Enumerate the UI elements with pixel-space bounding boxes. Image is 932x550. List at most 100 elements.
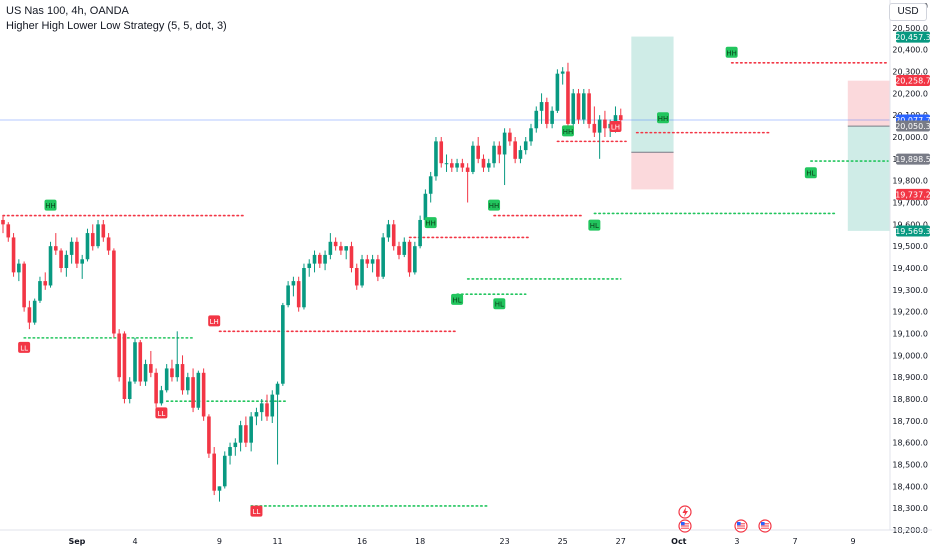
candle-body[interactable] [613,115,618,124]
candle-body[interactable] [571,93,576,124]
candle-body[interactable] [471,145,475,172]
candle-body[interactable] [85,233,90,260]
candle-body[interactable] [534,110,539,129]
candle-body[interactable] [244,425,248,443]
position-loss-zone[interactable] [631,152,674,190]
candle-body[interactable] [529,128,533,142]
candle-body[interactable] [233,442,238,448]
candle-body[interactable] [17,263,21,273]
candle-body[interactable] [101,224,106,238]
candle-body[interactable] [402,241,407,255]
candle-body[interactable] [11,237,16,273]
candle-body[interactable] [149,364,153,373]
candle-body[interactable] [254,412,259,417]
candle-body[interactable] [587,93,591,124]
candle-body[interactable] [281,305,285,384]
candle-body[interactable] [376,259,380,277]
candle-body[interactable] [212,453,216,491]
candle-body[interactable] [365,259,370,264]
candle-body[interactable] [302,268,306,308]
candle-body[interactable] [439,141,444,164]
candle-body[interactable] [386,224,391,238]
candle-body[interactable] [450,163,454,168]
candle-body[interactable] [555,73,560,111]
candle-body[interactable] [333,241,338,247]
candle-body[interactable] [59,250,63,268]
candle-body[interactable] [360,259,364,286]
candle-body[interactable] [434,141,438,177]
candle-body[interactable] [64,254,69,268]
candle-body[interactable] [497,145,502,155]
candle-body[interactable] [455,163,459,168]
candle-body[interactable] [122,333,127,400]
candle-body[interactable] [112,250,116,334]
candle-body[interactable] [545,102,549,124]
candle-body[interactable] [75,241,79,264]
candle-body[interactable] [428,176,433,194]
candle-body[interactable] [476,145,480,159]
candle-body[interactable] [48,246,53,286]
candle-body[interactable] [397,246,401,255]
candle-body[interactable] [381,237,385,277]
candle-body[interactable] [296,281,301,308]
candle-body[interactable] [444,163,449,165]
candle-body[interactable] [106,237,111,251]
candle-body[interactable] [307,263,312,268]
position-profit-zone[interactable] [631,36,674,153]
candle-body[interactable] [22,263,26,308]
candle-body[interactable] [138,342,143,382]
candle-body[interactable] [117,333,121,378]
candle-body[interactable] [143,364,148,382]
candle-body[interactable] [597,119,602,133]
candle-body[interactable] [618,115,623,121]
candle-body[interactable] [560,71,565,74]
candle-body[interactable] [523,141,528,151]
candle-body[interactable] [407,241,412,273]
symbol-title[interactable]: US Nas 100, 4h, OANDA [6,5,129,17]
candle-body[interactable] [96,224,100,247]
candle-body[interactable] [43,281,48,286]
us-flag-icon[interactable] [758,519,772,533]
candle-body[interactable] [518,150,523,159]
candle-body[interactable] [592,123,597,133]
candle-body[interactable] [259,403,264,413]
candle-body[interactable] [249,416,253,443]
candle-body[interactable] [69,241,74,255]
price-axis[interactable] [890,0,932,550]
candle-body[interactable] [228,447,232,456]
candle-body[interactable] [582,93,586,120]
lightning-icon[interactable] [678,505,692,519]
candle-body[interactable] [38,281,42,301]
candle-body[interactable] [222,455,227,487]
candle-body[interactable] [566,71,570,124]
candle-body[interactable] [465,167,470,172]
candle-body[interactable] [391,224,396,247]
candle-body[interactable] [413,246,417,273]
candle-body[interactable] [354,268,359,286]
candle-body[interactable] [550,110,554,124]
candle-body[interactable] [344,246,348,251]
candle-body[interactable] [423,193,428,220]
candle-body[interactable] [133,342,137,382]
candle-body[interactable] [217,486,222,491]
candle-body[interactable] [175,364,180,378]
candle-body[interactable] [323,254,327,264]
candle-body[interactable] [349,246,354,268]
candle-body[interactable] [286,285,290,306]
candle-body[interactable] [460,163,465,168]
candle-body[interactable] [180,364,185,391]
candle-body[interactable] [508,132,512,142]
candle-body[interactable] [270,394,275,417]
candle-body[interactable] [164,368,169,391]
candle-body[interactable] [576,93,581,120]
candle-body[interactable] [27,307,32,323]
candle-body[interactable] [170,368,174,378]
candle-body[interactable] [328,241,333,255]
candle-body[interactable] [318,254,322,264]
time-axis[interactable] [0,530,890,550]
candle-body[interactable] [312,254,317,264]
candle-body[interactable] [201,372,206,417]
candle-body[interactable] [513,141,517,159]
candle-body[interactable] [275,383,280,395]
